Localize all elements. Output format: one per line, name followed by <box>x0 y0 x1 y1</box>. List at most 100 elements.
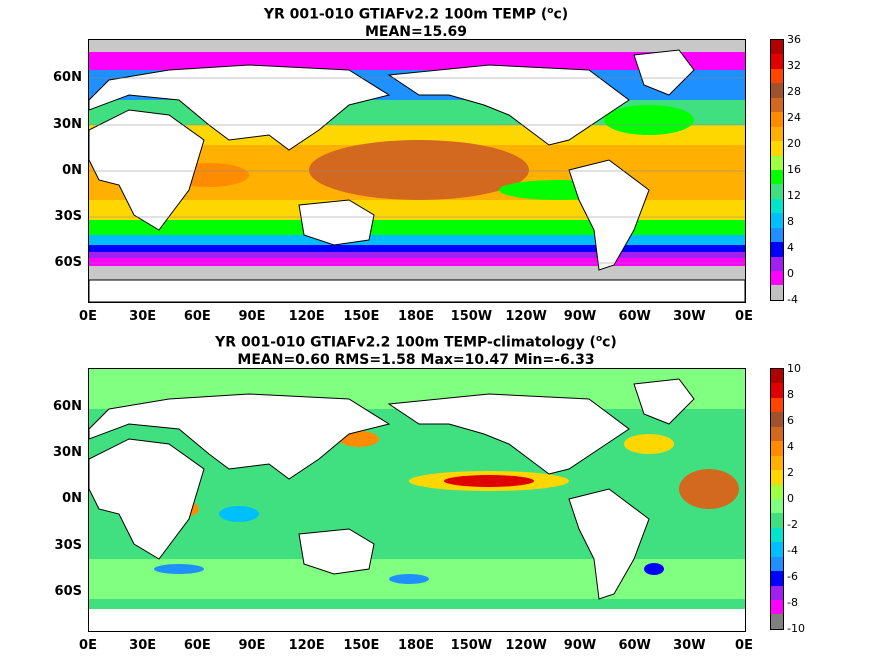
top-band-southern-ocean <box>89 245 745 255</box>
top-graticule <box>89 77 745 264</box>
top-lon-4: 120E <box>288 309 325 324</box>
top-title-line1: YR 001-010 GTIAFv2.2 100m TEMP ( <box>263 6 548 23</box>
bottom-indian-cool <box>219 506 259 522</box>
top-lon-8: 120W <box>505 309 547 324</box>
top-colorbar-segment <box>771 83 783 98</box>
bottom-land-greenland <box>633 378 695 425</box>
bottom-land-australia <box>298 528 375 575</box>
bottom-colorbar-segment <box>771 383 783 398</box>
bottom-lat-30s: 30S <box>54 538 82 553</box>
top-colorbar-segment <box>771 213 783 228</box>
bottom-colorbar-segment <box>771 513 783 528</box>
bottom-colorbar-label-8: -6 <box>787 570 798 583</box>
bottom-mid-atlantic-cool <box>644 563 664 575</box>
top-title-line2: MEAN=15.69 <box>364 23 468 40</box>
bottom-colorbar <box>770 368 784 630</box>
top-colorbar-segment <box>771 54 783 69</box>
top-temperature-map <box>88 39 746 303</box>
top-colorbar-label-10: -4 <box>787 293 798 306</box>
top-land-africa <box>89 109 205 231</box>
top-lon-0: 0E <box>79 309 97 324</box>
top-colorbar <box>770 39 784 301</box>
top-colorbar-label-4: 20 <box>787 137 801 150</box>
bottom-lon-0: 0E <box>79 638 97 653</box>
top-gulf-stream <box>604 105 694 135</box>
bottom-title: YR 001-010 GTIAFv2.2 100m TEMP-climatolo… <box>88 331 744 369</box>
top-lat-0n: 0N <box>62 163 82 178</box>
top-colorbar-label-2: 28 <box>787 85 801 98</box>
bottom-colorbar-segment <box>771 412 783 427</box>
bottom-south-atlantic-cool <box>154 564 204 574</box>
top-colorbar-label-0: 36 <box>787 33 801 46</box>
bottom-lon-6: 180E <box>397 638 435 653</box>
bottom-lat-60n: 60N <box>53 399 82 414</box>
top-colorbar-segment <box>771 227 783 243</box>
bottom-colorbar-segment <box>771 484 783 499</box>
top-lat-30n: 30N <box>53 117 82 132</box>
bottom-colorbar-segment <box>771 600 783 615</box>
bottom-title-unit-tail: c) <box>602 334 617 351</box>
bottom-colorbar-segment <box>771 556 783 572</box>
top-colorbar-segment <box>771 40 783 55</box>
top-lon-9: 90W <box>563 309 597 324</box>
top-colorbar-label-6: 12 <box>787 189 801 202</box>
top-colorbar-label-3: 24 <box>787 111 801 124</box>
top-lon-6: 180E <box>397 309 435 324</box>
bottom-colorbar-label-2: 6 <box>787 414 794 427</box>
top-lon-5: 150E <box>343 309 380 324</box>
top-colorbar-label-8: 4 <box>787 241 794 254</box>
bottom-lon-4: 120E <box>288 638 325 653</box>
bottom-colorbar-segment <box>771 426 783 442</box>
bottom-colorbar-label-4: 2 <box>787 466 794 479</box>
bottom-lon-11: 30W <box>673 638 706 653</box>
top-colorbar-segment <box>771 126 783 142</box>
bottom-lat-30n: 30N <box>53 445 82 460</box>
top-colorbar-segment <box>771 155 783 170</box>
bottom-colorbar-segment <box>771 614 783 629</box>
bottom-lon-12: 0E <box>735 638 753 653</box>
bottom-sw-pacific-cool <box>389 574 429 584</box>
top-lat-60n: 60N <box>53 70 82 85</box>
bottom-colorbar-label-6: -2 <box>787 518 798 531</box>
bottom-lon-9: 90W <box>563 638 597 653</box>
top-colorbar-segment <box>771 271 783 286</box>
top-colorbar-segment <box>771 112 783 127</box>
bottom-lon-3: 90E <box>238 638 266 653</box>
bottom-colorbar-label-9: -8 <box>787 596 798 609</box>
top-lon-10: 60W <box>618 309 651 324</box>
bottom-antarctic-ice <box>89 609 745 631</box>
bottom-title-unit-sup: o <box>595 334 603 344</box>
bottom-colorbar-segment <box>771 542 783 557</box>
bottom-land-eurasia <box>89 393 391 480</box>
bottom-map-svg <box>89 369 745 631</box>
top-lon-7: 150W <box>450 309 493 324</box>
bottom-colorbar-segment <box>771 470 783 485</box>
top-colorbar-segment <box>771 242 783 257</box>
bottom-colorbar-segment <box>771 585 783 600</box>
bottom-colorbar-segment <box>771 571 783 586</box>
bottom-land-south-america <box>568 488 650 600</box>
top-lon-12: 0E <box>735 309 753 324</box>
bottom-colorbar-segment <box>771 369 783 384</box>
top-land-south-america <box>568 159 650 271</box>
top-band-arctic-ice <box>89 40 745 52</box>
top-title: YR 001-010 GTIAFv2.2 100m TEMP (oc) MEAN… <box>88 3 744 41</box>
top-title-unit-tail: c) <box>553 6 569 23</box>
bottom-lon-8: 120W <box>505 638 547 653</box>
top-colorbar-segment <box>771 169 783 185</box>
bottom-title-line1: YR 001-010 GTIAFv2.2 100m TEMP-climatolo… <box>215 334 596 351</box>
bottom-enso-core <box>444 475 534 487</box>
bottom-lon-7: 150W <box>450 638 493 653</box>
bottom-colorbar-segment <box>771 455 783 471</box>
top-title-unit-sup: o <box>547 6 554 16</box>
top-lon-2: 60E <box>183 309 211 324</box>
bottom-lon-10: 60W <box>618 638 651 653</box>
bottom-colorbar-segment <box>771 527 783 543</box>
top-colorbar-label-7: 8 <box>787 215 794 228</box>
bottom-colorbar-label-7: -4 <box>787 544 798 557</box>
bottom-colorbar-label-3: 4 <box>787 440 794 453</box>
top-colorbar-segment <box>771 256 783 271</box>
top-lon-3: 90E <box>238 309 266 324</box>
bottom-continents <box>89 378 695 600</box>
bottom-lat-60s: 60S <box>54 584 82 599</box>
